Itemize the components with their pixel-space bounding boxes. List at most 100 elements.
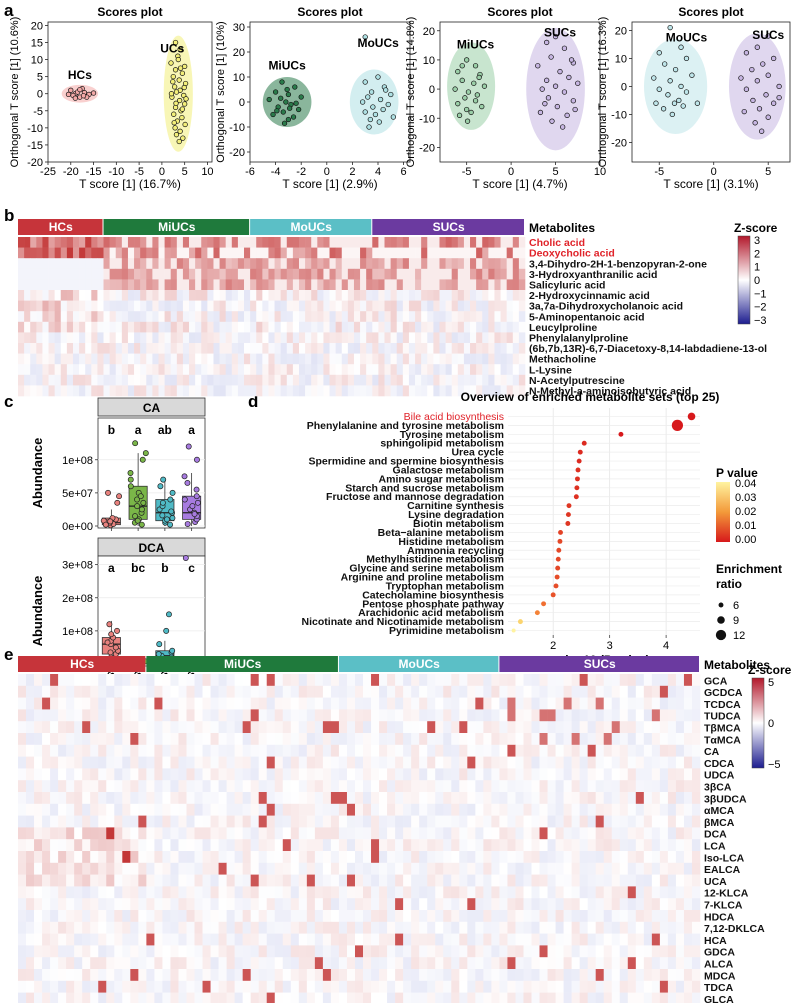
heatmap-row — [18, 980, 701, 993]
heatmap-cell — [274, 815, 284, 828]
heatmap-cell — [258, 768, 268, 781]
heatmap-cell — [675, 685, 685, 698]
score-point — [452, 86, 458, 92]
heatmap-cell — [515, 721, 524, 734]
heatmap-cell — [627, 756, 637, 769]
score-point — [542, 101, 548, 107]
heatmap-cell — [298, 364, 306, 376]
heatmap-cell — [26, 957, 35, 970]
heatmap-cell — [323, 290, 330, 301]
heatmap-cell — [258, 874, 268, 887]
heatmap-cell — [354, 886, 364, 899]
heatmap-cell — [58, 969, 67, 982]
heatmap-cell — [48, 332, 55, 344]
heatmap-cell — [635, 886, 645, 899]
heatmap-cell — [433, 311, 440, 323]
heatmap-cell — [531, 733, 540, 746]
heatmap-cell — [451, 921, 460, 934]
heatmap-cell — [499, 744, 508, 757]
heatmap-cell — [329, 279, 336, 291]
heatmap-cell — [411, 862, 420, 875]
heatmap-cell — [408, 247, 416, 259]
heatmap-cell — [152, 300, 159, 312]
heatmap-cell — [97, 385, 104, 397]
heatmap-cell — [242, 697, 251, 710]
heatmap-cell — [121, 374, 129, 386]
heatmap-cell — [595, 815, 605, 828]
heatmap-cell — [231, 374, 239, 386]
heatmap-cell — [242, 780, 251, 793]
heatmap-cell — [523, 697, 532, 710]
heatmap-cell — [202, 792, 211, 805]
heatmap-cell — [379, 744, 388, 757]
heatmap-cell — [74, 898, 83, 911]
heatmap-cell — [371, 709, 380, 722]
score-point — [552, 33, 559, 40]
heatmap-cell — [290, 768, 300, 781]
heatmap-cell — [451, 321, 459, 333]
y-tick-label: 30 — [233, 22, 245, 34]
heatmap-cell — [250, 910, 260, 923]
heatmap-cell — [371, 733, 380, 746]
heatmap-cell — [611, 780, 621, 793]
heatmap-cell — [411, 898, 420, 911]
heatmap-cell — [322, 756, 332, 769]
heatmap-cell — [457, 353, 465, 365]
heatmap-cell — [403, 851, 412, 864]
heatmap-cell — [317, 279, 324, 291]
heatmap-cell — [106, 803, 115, 816]
heatmap-cell — [421, 258, 428, 270]
heatmap-cell — [587, 851, 596, 864]
significance-letter: a — [188, 423, 195, 437]
heatmap-cell — [170, 685, 179, 698]
data-point — [155, 651, 162, 658]
heatmap-cell — [595, 685, 605, 698]
heatmap-cell — [491, 685, 500, 698]
heatmap-cell — [482, 237, 489, 248]
heatmap-cell — [42, 957, 51, 970]
heatmap-cell — [42, 685, 51, 698]
x-axis-label: T score [1] (2.9%) — [282, 177, 377, 191]
heatmap-cell — [611, 697, 621, 710]
heatmap-cell — [463, 268, 471, 280]
x-tick-label: 4 — [375, 166, 381, 178]
heatmap-cell — [258, 709, 268, 722]
heatmap-cell — [378, 374, 385, 386]
heatmap-cell — [467, 933, 476, 946]
heatmap-cell — [483, 957, 492, 970]
heatmap-cell — [178, 803, 187, 816]
score-point — [476, 74, 482, 81]
y-tick-label: -20 — [611, 137, 627, 149]
heatmap-cell — [651, 768, 661, 781]
heatmap-cell — [338, 721, 348, 734]
heatmap-cell — [42, 839, 51, 852]
pvalue-tick: 0.01 — [735, 520, 756, 532]
heatmap-cell — [311, 300, 318, 312]
heatmap-cell — [353, 268, 361, 280]
heatmap-cell — [571, 969, 580, 982]
heatmap-cell — [72, 353, 80, 365]
row-label: Iso-LCA — [704, 852, 745, 864]
heatmap-cell — [379, 792, 388, 805]
heatmap-cell — [372, 321, 379, 333]
heatmap-cell — [419, 768, 428, 781]
heatmap-cell — [207, 332, 214, 344]
heatmap-cell — [547, 803, 556, 816]
heatmap-cell — [675, 980, 685, 993]
heatmap-cell — [635, 874, 645, 887]
heatmap-cell — [164, 353, 172, 365]
heatmap-cell — [152, 343, 159, 354]
heatmap-cell — [457, 290, 465, 301]
heatmap-cell — [194, 969, 203, 982]
heatmap-cell — [595, 756, 605, 769]
heatmap-cell — [189, 247, 196, 259]
heatmap-cell — [114, 674, 123, 687]
heatmap-cell — [122, 898, 131, 911]
heatmap-cell — [306, 815, 316, 828]
heatmap-cell — [162, 874, 171, 887]
heatmap-cell — [115, 268, 123, 280]
x-tick-label: 0 — [324, 166, 330, 178]
heatmap-cell — [683, 756, 693, 769]
heatmap-cell — [66, 353, 74, 365]
heatmap-cell — [280, 237, 288, 248]
